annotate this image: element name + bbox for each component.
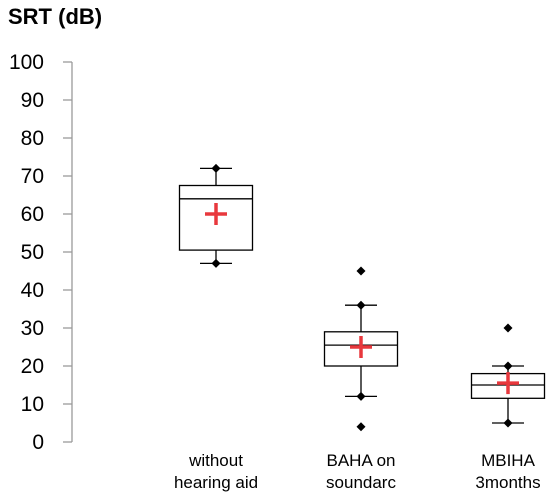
category-label-line: BAHA on (327, 451, 396, 470)
boxes-group (178, 163, 546, 432)
max-marker (211, 163, 221, 173)
y-tick-label-10: 10 (21, 393, 44, 416)
max-marker (356, 300, 366, 310)
y-tick-label-40: 40 (21, 279, 44, 302)
y-tick-label-30: 30 (21, 317, 44, 340)
y-tick-label-50: 50 (21, 241, 44, 264)
category-label-line: without (188, 451, 243, 470)
category-label-2: MBIHA 3months (475, 451, 540, 492)
category-label-1: BAHA on soundarc (326, 451, 396, 492)
category-label-line: soundarc (326, 473, 396, 492)
y-tick-label-100: 100 (9, 51, 44, 74)
category-label-line: 3months (475, 473, 540, 492)
y-tick-label-80: 80 (21, 127, 44, 150)
y-tick-label-70: 70 (21, 165, 44, 188)
y-tick-label-0: 0 (32, 431, 44, 454)
max-marker (503, 361, 513, 371)
outlier-1 (356, 422, 366, 432)
y-axis: 0 10 20 30 40 50 60 70 80 90 100 (9, 51, 73, 454)
outlier-0 (356, 266, 366, 276)
min-marker (356, 391, 366, 401)
min-marker (503, 418, 513, 428)
box-1 (323, 266, 399, 432)
y-tick-label-20: 20 (21, 355, 44, 378)
y-tick-label-60: 60 (21, 203, 44, 226)
box-0 (178, 163, 254, 268)
y-tick-label-90: 90 (21, 89, 44, 112)
y-axis-title: SRT (dB) (8, 4, 102, 29)
category-label-line: hearing aid (174, 473, 258, 492)
category-label-line: MBIHA (481, 451, 536, 470)
outlier-0 (503, 323, 513, 333)
category-labels: without hearing aid BAHA on soundarc MBIHA 3m… (174, 451, 541, 492)
box-2 (470, 323, 546, 428)
min-marker (211, 258, 221, 268)
category-label-0: without hearing aid (174, 451, 258, 492)
